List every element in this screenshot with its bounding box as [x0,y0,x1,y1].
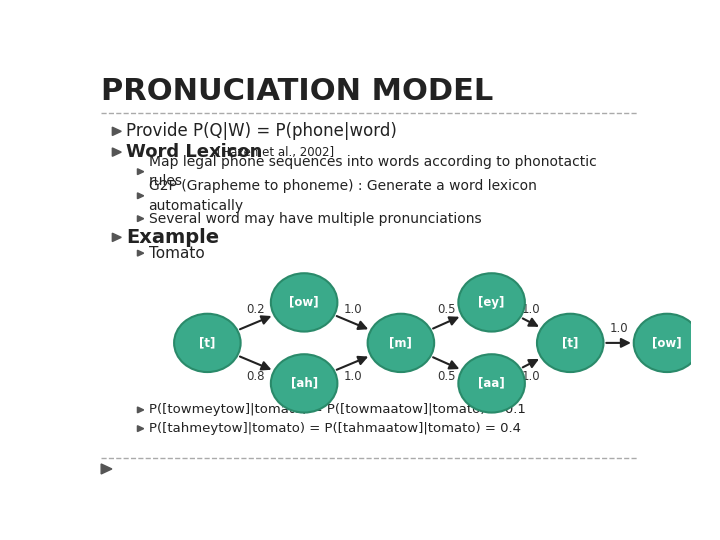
Ellipse shape [537,314,603,372]
Text: Tomato: Tomato [148,246,204,261]
Text: 1.0: 1.0 [521,303,540,316]
Text: 0.5: 0.5 [437,369,456,383]
Ellipse shape [459,354,525,413]
Polygon shape [101,464,112,474]
Text: 0.2: 0.2 [246,303,265,316]
Text: Example: Example [126,228,220,247]
Polygon shape [112,127,121,136]
Text: [aa]: [aa] [478,377,505,390]
Text: [ow]: [ow] [289,296,319,309]
Polygon shape [112,148,121,156]
Text: [ah]: [ah] [291,377,318,390]
Text: [ow]: [ow] [652,336,682,349]
Text: P([towmeytow]|tomato) = P([towmaatow]|tomato) = 0.1: P([towmeytow]|tomato) = P([towmaatow]|to… [148,403,526,416]
Text: Word Lexicon: Word Lexicon [126,143,263,161]
Text: 0.8: 0.8 [246,369,265,383]
Text: P([tahmeytow]|tomato) = P([tahmaatow]|tomato) = 0.4: P([tahmeytow]|tomato) = P([tahmaatow]|to… [148,422,521,435]
Ellipse shape [271,273,338,332]
Text: 0.5: 0.5 [437,303,456,316]
Polygon shape [138,193,144,199]
Text: [m]: [m] [390,336,413,349]
Text: Provide P(Q|W) = P(phone|word): Provide P(Q|W) = P(phone|word) [126,123,397,140]
Ellipse shape [271,354,338,413]
Text: 1.0: 1.0 [609,322,628,335]
Text: [t]: [t] [562,336,578,349]
Text: Several word may have multiple pronunciations: Several word may have multiple pronuncia… [148,212,481,226]
Ellipse shape [459,273,525,332]
Polygon shape [138,250,144,256]
Text: G2P (Grapheme to phoneme) : Generate a word lexicon
automatically: G2P (Grapheme to phoneme) : Generate a w… [148,179,536,213]
Polygon shape [138,168,144,174]
Text: Map legal phone sequences into words according to phonotactic
rules: Map legal phone sequences into words acc… [148,155,596,188]
Polygon shape [138,407,144,413]
Text: PRONUCIATION MODEL: PRONUCIATION MODEL [101,77,493,106]
Text: 1.0: 1.0 [521,369,540,383]
Text: [t]: [t] [199,336,215,349]
Text: 1.0: 1.0 [343,303,362,316]
Polygon shape [138,426,144,431]
Text: [Hazen et al., 2002]: [Hazen et al., 2002] [213,146,334,159]
Ellipse shape [634,314,701,372]
Polygon shape [112,233,121,241]
Polygon shape [138,216,144,221]
Ellipse shape [174,314,240,372]
Text: 1.0: 1.0 [343,369,362,383]
Text: [ey]: [ey] [478,296,505,309]
Ellipse shape [368,314,434,372]
